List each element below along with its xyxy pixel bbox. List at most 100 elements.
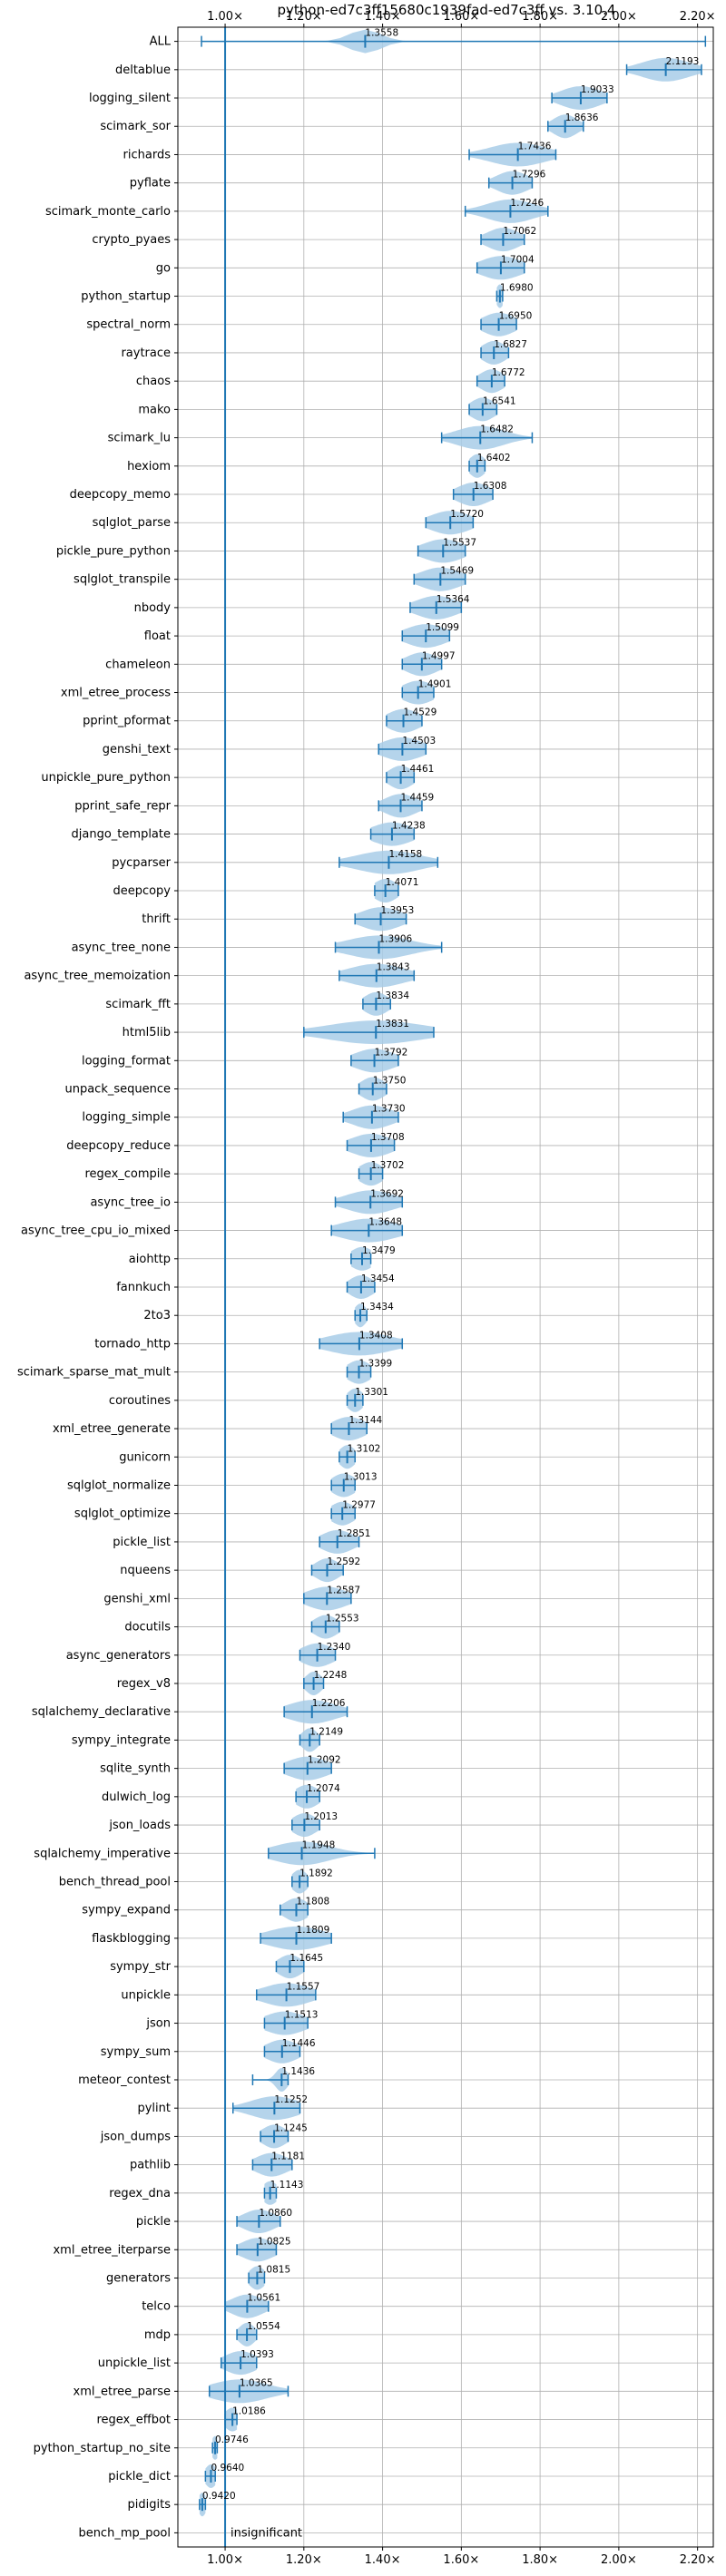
benchmark-label: unpack_sequence (64, 1083, 171, 1097)
benchmark-label: go (156, 261, 171, 275)
value-label: 1.2553 (326, 1614, 359, 1625)
value-label: 1.7062 (503, 226, 536, 237)
benchmark-label: json (145, 2017, 171, 2031)
value-label: 1.3558 (365, 28, 398, 39)
value-label: 1.3454 (361, 1273, 395, 1284)
benchmark-label: fannkuch (116, 1281, 171, 1294)
benchmark-label: sqlglot_transpile (74, 573, 171, 587)
x-tick-label-bottom: 1.40× (365, 2553, 401, 2567)
label-layer: ALL 1.3558 deltablue 2.1193 logging_silent 1.… (17, 28, 699, 2541)
value-label: 0.9420 (202, 2491, 236, 2502)
benchmark-label: aiohttp (129, 1253, 171, 1266)
benchmark-label: deepcopy (113, 884, 171, 898)
value-label: 1.6827 (494, 339, 527, 350)
benchmark-label: flaskblogging (92, 1932, 171, 1946)
value-label: 1.2074 (307, 1783, 340, 1794)
value-label: 1.2149 (309, 1726, 343, 1737)
benchmark-label: html5lib (123, 1026, 171, 1039)
value-label: 1.3648 (368, 1217, 402, 1228)
benchmark-label: bench_mp_pool (78, 2526, 171, 2540)
benchmark-label: sqlglot_normalize (67, 1478, 171, 1492)
x-tick-label-bottom: 1.00× (207, 2553, 243, 2567)
value-label: 1.3708 (371, 1132, 405, 1143)
benchmark-label: generators (106, 2271, 171, 2285)
value-label: 1.3792 (375, 1047, 408, 1058)
value-label: 1.3834 (376, 990, 409, 1001)
benchmark-label: pickle (136, 2215, 171, 2229)
value-label: 1.3408 (359, 1330, 393, 1341)
benchmark-label: ALL (150, 35, 172, 49)
benchmark-label: async_generators (66, 1649, 172, 1663)
value-label: 1.1892 (299, 1868, 333, 1878)
benchmark-label: json_loads (108, 1819, 171, 1832)
benchmark-label: scimark_monte_carlo (45, 205, 171, 219)
benchmark-label: logging_format (82, 1054, 171, 1068)
value-label: 1.1645 (289, 1953, 323, 1964)
value-label: 1.3013 (344, 1471, 378, 1482)
benchmark-label: regex_dna (109, 2187, 171, 2200)
benchmark-label: unpickle_pure_python (41, 771, 171, 785)
x-tick-label-bottom: 1.20× (286, 2553, 322, 2567)
value-label: 1.3730 (372, 1104, 406, 1115)
benchmark-label: scimark_sparse_mat_mult (17, 1366, 171, 1380)
value-label: 1.0393 (240, 2349, 274, 2360)
benchmark-label: bench_thread_pool (59, 1875, 171, 1888)
value-label: 1.5720 (450, 509, 484, 520)
value-label: 1.3750 (373, 1076, 407, 1087)
value-label: 1.1252 (274, 2094, 308, 2105)
value-label: 1.1181 (271, 2152, 305, 2162)
value-label: 1.1245 (274, 2122, 308, 2133)
benchmark-label: sqlalchemy_imperative (34, 1847, 171, 1860)
benchmark-label: pickle_dict (108, 2470, 171, 2483)
value-label: 1.3906 (379, 933, 413, 944)
value-label: 1.4071 (386, 877, 419, 888)
value-label: 1.4503 (402, 736, 436, 746)
benchmark-label: python_startup (81, 290, 171, 304)
benchmark-label: gunicorn (119, 1450, 171, 1464)
benchmark-label: deepcopy_reduce (66, 1139, 171, 1153)
value-label: 1.0825 (258, 2236, 291, 2247)
benchmark-label: coroutines (109, 1394, 171, 1408)
benchmark-label: raytrace (121, 346, 171, 360)
x-tick-label-top: 2.20× (680, 10, 716, 24)
benchmark-label: pylint (137, 2102, 171, 2115)
benchmark-label: unpickle (121, 1988, 171, 2002)
value-label: 1.5099 (426, 622, 459, 633)
benchmark-label: nqueens (120, 1564, 171, 1577)
benchmark-label: genshi_text (103, 743, 171, 756)
value-label: 1.1557 (287, 1981, 320, 1992)
benchmark-label: spectral_norm (86, 318, 171, 332)
value-label: 2.1193 (666, 56, 700, 67)
value-label: 1.3953 (381, 905, 415, 916)
benchmark-label: tornado_http (94, 1337, 171, 1351)
value-label: 1.2592 (328, 1556, 361, 1567)
value-label: 1.1513 (285, 2010, 319, 2021)
value-label: 1.7436 (518, 141, 552, 151)
value-label: 1.2092 (308, 1755, 341, 1766)
benchmark-label: sqlalchemy_declarative (32, 1705, 171, 1719)
benchmark-label: async_tree_memoization (24, 970, 171, 983)
value-label: 1.2340 (318, 1642, 351, 1653)
benchmark-label: pickle_list (113, 1536, 171, 1549)
benchmark-label: sympy_expand (82, 1904, 171, 1917)
value-label: 0.9746 (215, 2435, 249, 2445)
benchmark-label: pycparser (112, 856, 171, 870)
value-label: 1.1436 (281, 2066, 315, 2077)
value-label: 1.1948 (302, 1839, 336, 1850)
x-tick-label-top: 1.00× (207, 10, 243, 24)
x-tick-label-top: 1.40× (365, 10, 401, 24)
benchmark-label: regex_v8 (117, 1677, 171, 1691)
value-label: 1.4901 (418, 679, 452, 690)
benchmark-label: pyflate (130, 177, 171, 190)
value-label: 1.6950 (499, 311, 533, 322)
benchmark-label: richards (123, 148, 172, 161)
benchmark-label: sympy_sum (101, 2045, 171, 2059)
value-label: 1.6402 (477, 453, 511, 463)
value-label: 1.4461 (401, 764, 435, 775)
value-label: 1.2587 (327, 1585, 360, 1595)
x-tick-label-top: 1.80× (522, 10, 558, 24)
value-label: 1.3831 (376, 1019, 409, 1029)
value-label: 1.9033 (581, 84, 614, 95)
value-label: 1.6980 (500, 283, 534, 294)
